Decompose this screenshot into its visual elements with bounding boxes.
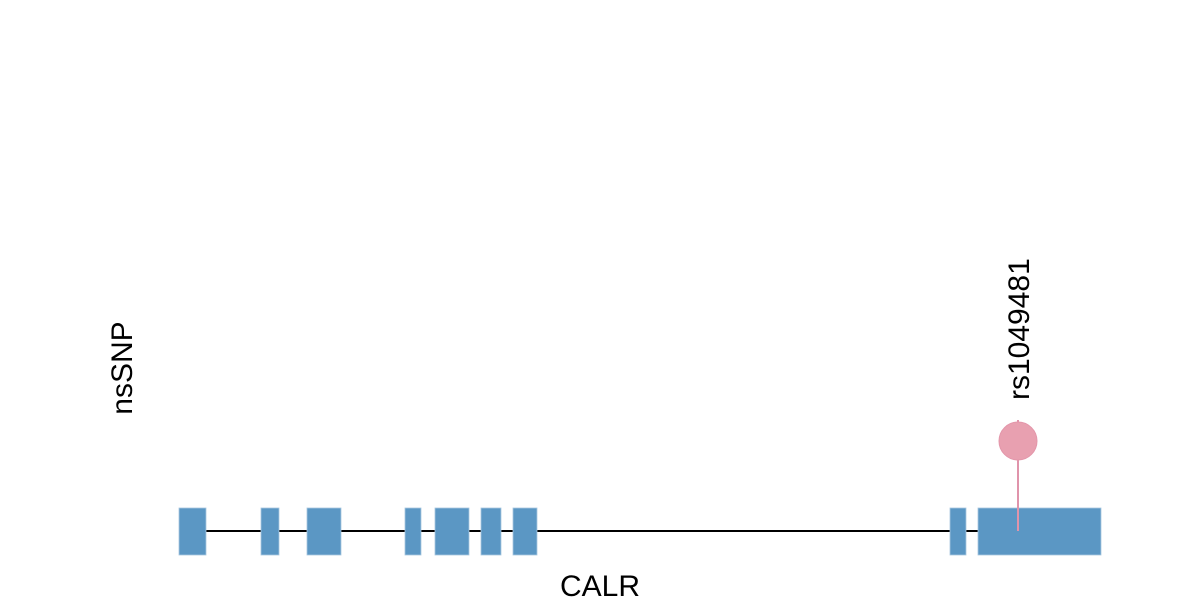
exon-3: [306, 507, 342, 556]
track-label: nsSNP: [106, 321, 139, 414]
exon-4: [404, 507, 422, 556]
exon-1: [178, 507, 207, 556]
exon-8: [949, 507, 967, 556]
exon-2: [260, 507, 280, 556]
exon-6: [480, 507, 502, 556]
exon-7: [512, 507, 538, 556]
gene-label: CALR: [560, 570, 640, 600]
snp-point: [998, 421, 1038, 461]
exon-9: [977, 507, 1102, 556]
snp-label: rs1049481: [1003, 258, 1036, 400]
exon-5: [434, 507, 470, 556]
